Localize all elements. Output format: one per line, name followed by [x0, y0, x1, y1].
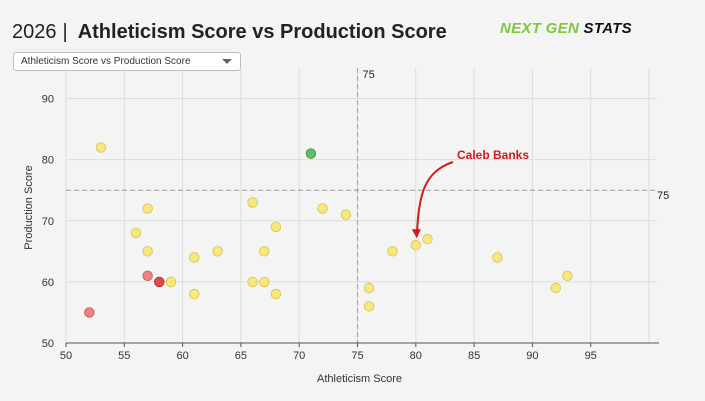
data-point[interactable] [550, 282, 561, 294]
chart-header: 2026 | Athleticism Score vs Production S… [12, 18, 447, 46]
next-gen-stats-logo: NEXT GEN STATS [500, 20, 632, 37]
x-reference-label: 75 [363, 69, 375, 81]
annotations: Caleb Banks [411, 148, 529, 239]
chart-title: Athleticism Score vs Production Score [77, 20, 447, 43]
data-point[interactable] [562, 270, 573, 281]
chevron-down-icon[interactable] [222, 59, 232, 64]
data-point[interactable] [212, 246, 223, 257]
x-tick-label: 80 [410, 350, 422, 362]
x-tick-label: 95 [585, 350, 597, 362]
x-tick-label: 50 [60, 350, 72, 362]
logo-part-stats: STATS [583, 20, 632, 37]
data-point[interactable] [363, 301, 375, 312]
x-tick-label: 70 [293, 350, 305, 362]
data-point[interactable] [247, 276, 258, 288]
data-point[interactable] [189, 252, 200, 263]
x-axis-label: Athleticism Score [317, 373, 402, 385]
data-point[interactable] [410, 240, 422, 251]
data-point[interactable] [422, 233, 433, 245]
data-point[interactable] [154, 276, 165, 288]
reference-lines: 75 75 [66, 68, 669, 343]
data-point[interactable] [387, 246, 398, 257]
y-tick-label: 90 [42, 94, 54, 106]
data-point[interactable] [189, 288, 200, 300]
x-tick-label: 75 [351, 350, 363, 362]
data-point[interactable] [259, 246, 270, 257]
y-axis-label: Production Score [23, 165, 35, 249]
x-tick-label: 65 [235, 350, 247, 362]
data-point[interactable] [95, 142, 107, 153]
data-point[interactable] [317, 203, 328, 214]
y-tick-label: 70 [42, 216, 54, 228]
data-point[interactable] [270, 221, 282, 233]
x-tick-label: 55 [118, 350, 130, 362]
y-tick-label: 60 [42, 277, 54, 289]
data-point[interactable] [247, 197, 258, 208]
data-point[interactable] [305, 148, 317, 159]
gridlines [65, 68, 657, 344]
logo-part-next-gen: NEXT GEN [500, 20, 580, 37]
data-points [84, 142, 573, 318]
y-tick-label: 80 [42, 155, 54, 167]
annotation-label: Caleb Banks [457, 148, 529, 162]
x-tick-label: 60 [176, 350, 188, 362]
data-point[interactable] [142, 246, 153, 257]
dropdown-selected-value: Athleticism Score vs Production Score [21, 56, 191, 67]
data-point[interactable] [363, 282, 375, 294]
x-tick-label: 85 [468, 350, 480, 362]
y-tick-label: 50 [42, 338, 54, 350]
data-point[interactable] [142, 203, 153, 214]
annotation-arrowhead [411, 229, 421, 239]
annotation-arrow [415, 161, 454, 237]
data-point[interactable] [492, 252, 503, 263]
data-point[interactable] [142, 270, 153, 281]
x-tick-label: 90 [526, 350, 538, 362]
data-point[interactable] [270, 288, 282, 300]
data-point[interactable] [259, 276, 270, 288]
y-reference-label: 75 [657, 190, 669, 202]
data-point[interactable] [340, 209, 352, 220]
data-point[interactable] [130, 227, 142, 239]
year-label: 2026 [12, 20, 57, 43]
chart-selector-dropdown[interactable]: Athleticism Score vs Production Score [13, 52, 241, 71]
axes: 50 55 60 65 70 75 80 85 90 95 50 60 70 80 90 Athleticis… [23, 94, 659, 385]
title-separator: | [62, 20, 68, 43]
data-point[interactable] [84, 307, 95, 318]
data-point[interactable] [165, 276, 177, 288]
